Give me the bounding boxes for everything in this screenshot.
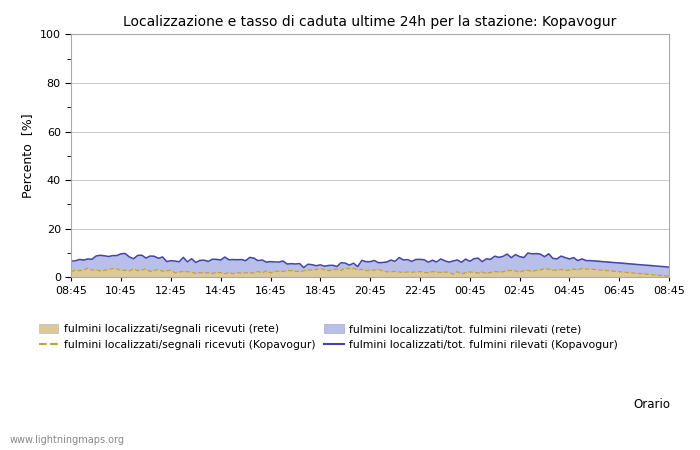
Legend: fulmini localizzati/segnali ricevuti (rete), fulmini localizzati/segnali ricevut: fulmini localizzati/segnali ricevuti (re… xyxy=(38,324,618,350)
Title: Localizzazione e tasso di caduta ultime 24h per la stazione: Kopavogur: Localizzazione e tasso di caduta ultime … xyxy=(123,15,617,29)
Text: Orario: Orario xyxy=(634,398,671,411)
Y-axis label: Percento  [%]: Percento [%] xyxy=(21,113,34,198)
Text: www.lightningmaps.org: www.lightningmaps.org xyxy=(9,435,124,445)
